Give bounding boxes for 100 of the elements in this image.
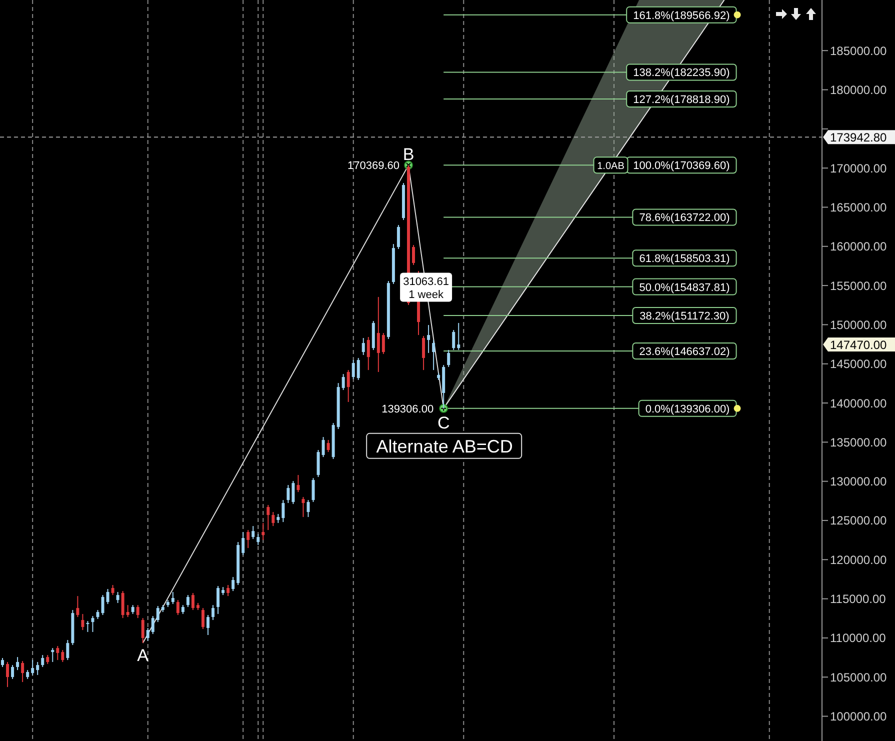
candlestick	[346, 370, 350, 402]
candlestick	[246, 530, 250, 549]
candlestick	[1, 657, 4, 668]
y-tick-label: 180000.00	[830, 83, 888, 98]
ref-line-label: 100.0%(170369.60)	[633, 160, 730, 172]
candlestick	[41, 654, 44, 668]
candlestick	[186, 594, 190, 608]
ref-line-label: 61.8%(158503.31)	[639, 253, 730, 266]
candlestick	[76, 596, 80, 618]
y-tick-label: 170000.00	[830, 161, 888, 176]
candlestick	[412, 244, 415, 266]
candlestick	[206, 614, 210, 636]
candlestick	[282, 500, 285, 523]
y-tick-label: 135000.00	[830, 435, 888, 450]
candlestick	[316, 449, 320, 478]
candlestick	[66, 639, 70, 661]
annotation: C	[437, 413, 450, 432]
candlestick	[86, 620, 90, 632]
candlestick	[396, 224, 400, 250]
y-tick-label: 105000.00	[830, 670, 888, 684]
candlestick	[376, 296, 380, 372]
candlestick	[216, 586, 220, 614]
candlestick	[252, 526, 255, 540]
candlestick	[226, 584, 230, 597]
candlestick	[286, 484, 290, 504]
candlestick	[212, 604, 215, 621]
y-tick-label: 140000.00	[830, 396, 888, 410]
candlestick	[272, 512, 275, 527]
candlestick	[432, 339, 436, 371]
annotation: Alternate AB=CD	[376, 436, 513, 456]
candlestick	[56, 646, 60, 661]
ref-line-label: 173942.80	[830, 130, 888, 145]
text: 147470.00	[830, 338, 888, 352]
ref-line-label: 127.2%(178818.90)	[633, 94, 730, 106]
candlestick	[21, 660, 24, 683]
candlestick	[256, 534, 260, 546]
candlestick	[452, 330, 456, 350]
candlestick	[136, 604, 140, 619]
candlestick	[342, 374, 345, 390]
candlestick	[31, 660, 34, 676]
y-tick-label: 150000.00	[830, 318, 888, 332]
candlestick	[141, 618, 144, 644]
candlestick	[116, 591, 120, 604]
candlestick	[457, 322, 460, 350]
candlestick	[91, 616, 94, 632]
candlestick	[146, 627, 150, 642]
y-tick-label: 110000.00	[830, 631, 886, 646]
candlestick	[352, 360, 355, 380]
candlestick	[151, 616, 154, 635]
candlestick	[36, 661, 40, 676]
candlestick	[106, 588, 110, 605]
candlestick	[111, 584, 114, 596]
candlestick	[232, 576, 235, 592]
candlestick	[171, 591, 174, 605]
candlestick	[201, 608, 204, 630]
candlestick	[302, 496, 305, 518]
candlestick	[266, 504, 270, 531]
candlestick	[296, 474, 300, 493]
candlestick	[6, 661, 10, 688]
ref-line-label: 138.2%(182235.90)	[633, 67, 730, 80]
candlestick	[326, 439, 330, 453]
y-tick-label: 115000.00	[830, 592, 886, 606]
candlestick	[356, 357, 360, 380]
candlestick	[156, 605, 160, 623]
candlestick	[422, 335, 426, 371]
candlestick	[382, 332, 385, 354]
candlestick	[306, 500, 310, 518]
candlestick	[126, 604, 130, 618]
candlestick	[96, 609, 100, 620]
y-tick-label: 145000.00	[830, 357, 888, 372]
candlestick	[191, 592, 194, 610]
candlestick	[61, 650, 64, 662]
ref-line-label: 23.6%(146637.02)	[639, 346, 730, 358]
annotation: 1.0AB	[597, 161, 625, 172]
candlestick	[366, 336, 370, 371]
annotation: A	[137, 646, 150, 666]
ref-line-label: 161.8%(189566.92)	[633, 10, 730, 22]
candlestick	[427, 324, 430, 354]
candlestick	[242, 531, 245, 556]
ref-line-label: 78.6%(163722.00)	[639, 212, 730, 224]
candlestick	[312, 478, 315, 502]
annotation: 170369.60	[347, 160, 400, 172]
annotation: 31063.61 1 week	[403, 276, 449, 301]
candlestick	[276, 513, 280, 524]
candlestick	[16, 656, 20, 671]
ref-line-label: 38.2%(151172.30)	[640, 310, 730, 323]
y-tick-label: 120000.00	[830, 552, 888, 567]
candlestick	[121, 590, 124, 619]
candlestick	[11, 664, 14, 680]
y-tick-label: 155000.00	[830, 278, 888, 293]
candlestick	[262, 522, 265, 540]
annotation: 139306.00	[382, 403, 434, 416]
candlestick	[46, 654, 50, 665]
candlestick	[362, 338, 365, 356]
ref-line-label: 0.0%(139306.00)	[645, 403, 730, 416]
candlestick	[292, 480, 295, 505]
y-tick-label: 100000.00	[830, 710, 888, 724]
candlestick	[176, 600, 180, 616]
candlestick	[322, 436, 325, 458]
candlestick	[51, 648, 54, 662]
